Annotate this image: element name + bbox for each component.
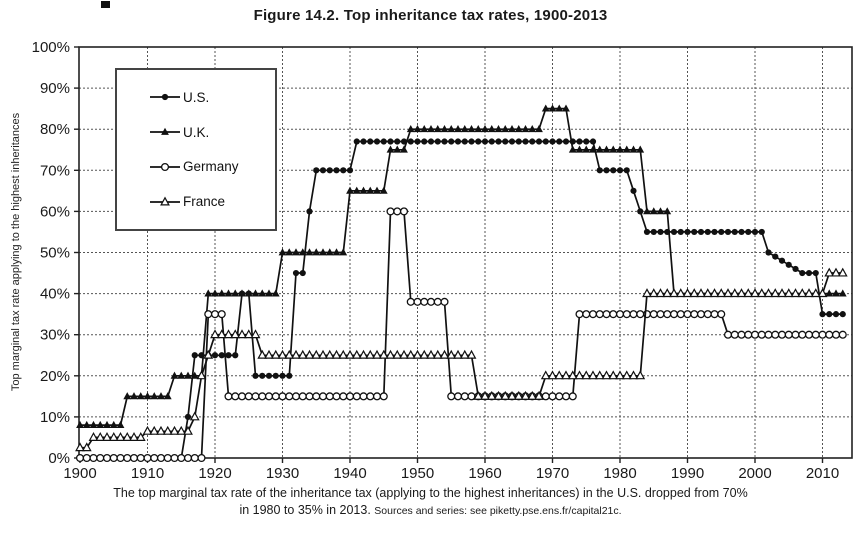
x-tick-label: 1930 (266, 465, 299, 482)
x-tick-label: 1900 (63, 465, 96, 482)
x-tick-label: 1910 (131, 465, 164, 482)
legend-label-germany: Germany (183, 159, 239, 175)
y-tick-label: 80% (40, 121, 70, 138)
y-tick-label: 50% (40, 245, 70, 262)
y-tick-label: 20% (40, 368, 70, 385)
caption-line-2: in 1980 to 35% in 2013. Sources and seri… (0, 503, 861, 517)
legend-item-germany: Germany (147, 159, 275, 174)
x-tick-label: 1960 (468, 465, 501, 482)
series-france (75, 267, 848, 452)
axes-ticks: 1900 1910 1920 1930 1940 1950 1960 1970 1980 1990… (32, 39, 840, 482)
x-tick-label: 1990 (671, 465, 704, 482)
uk-filled-triangle-marker-icon (147, 125, 183, 139)
y-tick-label: 40% (40, 286, 70, 303)
y-tick-label: 30% (40, 327, 70, 344)
x-tick-label: 1940 (333, 465, 366, 482)
chart-legend: U.S. U.K. Germany France (115, 68, 277, 231)
germany-open-circle-marker-icon (147, 160, 183, 174)
y-tick-label: 60% (40, 203, 70, 220)
legend-item-uk: U.K. (147, 125, 275, 140)
legend-item-france: France (147, 194, 275, 209)
caption-line-1: The top marginal tax rate of the inherit… (113, 486, 748, 500)
x-tick-label: 1970 (536, 465, 569, 482)
legend-label-us: U.S. (183, 89, 210, 105)
x-tick-label: 2000 (738, 465, 771, 482)
scan-artifact (101, 1, 110, 8)
caption-source-note: Sources and series: see piketty.pse.ens.… (374, 505, 622, 517)
legend-label-france: France (183, 194, 226, 210)
france-open-triangle-marker-icon (147, 195, 183, 209)
y-tick-label: 10% (40, 409, 70, 426)
series-germany (75, 207, 847, 463)
x-tick-label: 1980 (603, 465, 636, 482)
x-tick-label: 1950 (401, 465, 434, 482)
y-tick-label: 100% (32, 39, 70, 56)
y-axis-title: Top marginal tax rate applying to the hi… (10, 112, 22, 392)
x-tick-label: 2010 (806, 465, 839, 482)
y-tick-label: 0% (48, 450, 70, 467)
legend-label-uk: U.K. (183, 124, 210, 140)
y-tick-label: 90% (40, 80, 70, 97)
y-tick-label: 70% (40, 162, 70, 179)
legend-item-us: U.S. (147, 90, 275, 105)
caption-line-2-main: in 1980 to 35% in 2013. (239, 503, 371, 517)
x-tick-label: 1920 (198, 465, 231, 482)
us-filled-circle-marker-icon (147, 90, 183, 104)
chart-title: Figure 14.2. Top inheritance tax rates, … (253, 7, 608, 24)
